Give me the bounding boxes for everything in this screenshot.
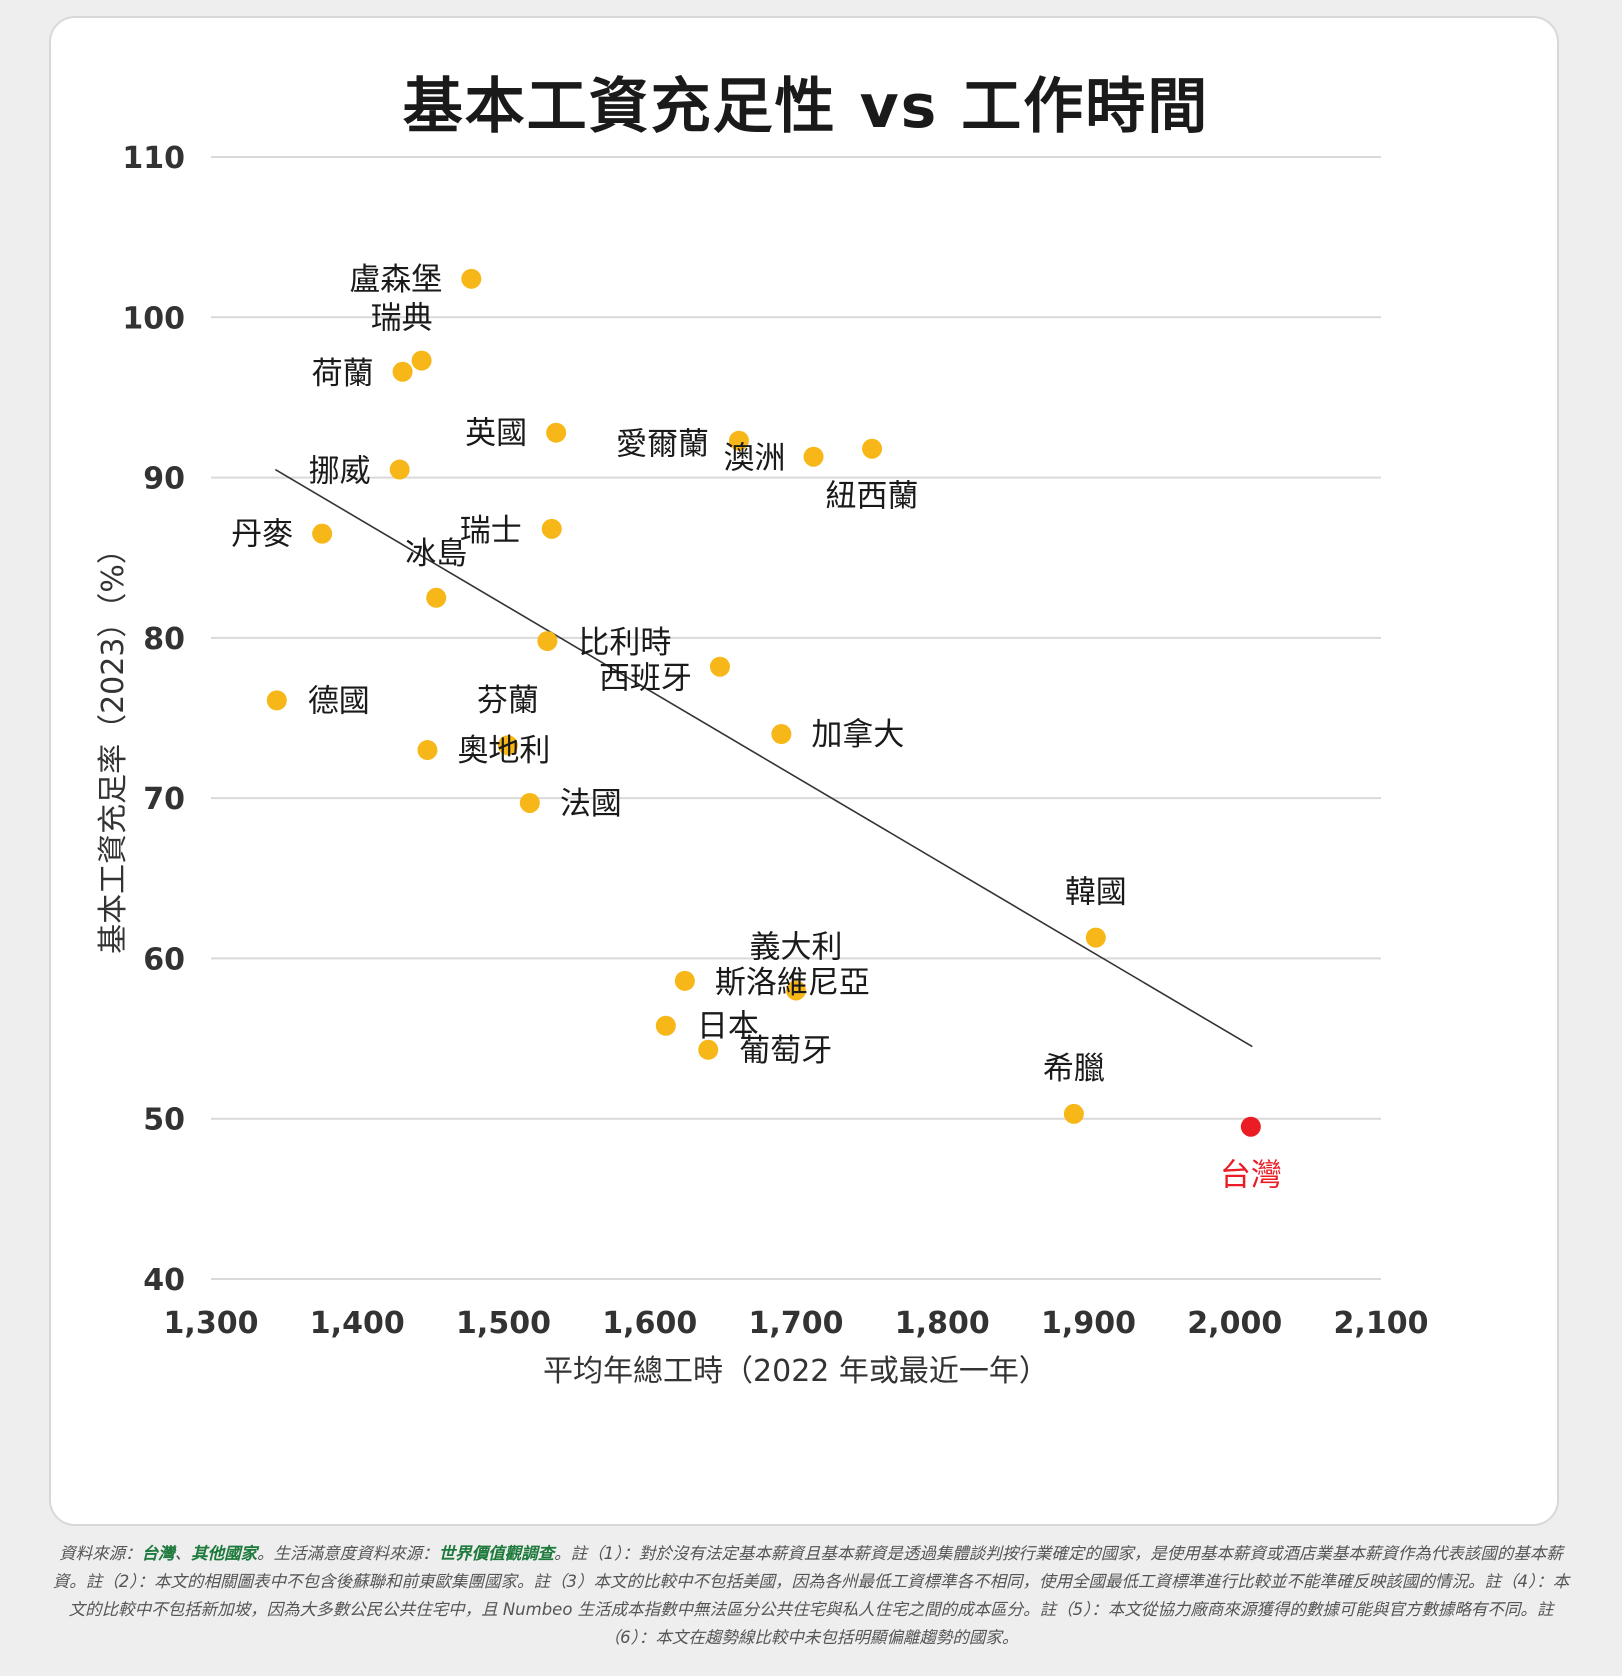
x-tick-label: 1,400 <box>310 1306 405 1341</box>
point-label: 冰島 <box>405 536 467 572</box>
point-label: 澳洲 <box>724 441 786 477</box>
point-label: 挪威 <box>309 454 371 490</box>
source-footnote: 資料來源：台灣、其他國家。生活滿意度資料來源：世界價值觀調查。註（1）：對於沒有… <box>50 1540 1572 1652</box>
x-tick-label: 2,100 <box>1334 1306 1429 1341</box>
y-axis-label: 基本工資充足率（2023）（%） <box>96 534 131 954</box>
data-point <box>392 361 413 382</box>
data-point <box>698 1039 719 1060</box>
data-point <box>426 587 447 608</box>
footnote-prefix: 資料來源： <box>59 1544 142 1563</box>
data-point <box>461 268 482 289</box>
x-tick-label: 1,500 <box>456 1306 551 1341</box>
y-tick-label: 90 <box>143 462 185 497</box>
footnote-notes: 。註（1）：對於沒有法定基本薪資且基本薪資是透過集體談判按行業確定的國家，是使用… <box>52 1544 1570 1647</box>
x-tick-label: 1,900 <box>1041 1306 1136 1341</box>
y-tick-label: 100 <box>122 301 185 336</box>
data-point <box>1063 1103 1084 1124</box>
y-tick-label: 110 <box>122 141 185 176</box>
chart-card: 基本工資充足性 vs 工作時間 盧森堡 瑞典荷蘭英國 愛爾蘭 澳洲紐西蘭 挪威 丹麥 瑞士冰… <box>49 16 1559 1526</box>
point-label: 瑞典 <box>371 301 433 337</box>
y-tick-label: 60 <box>143 942 185 977</box>
x-tick-label: 2,000 <box>1187 1306 1282 1341</box>
point-label: 瑞士 <box>460 513 522 549</box>
x-tick-label: 1,700 <box>749 1306 844 1341</box>
chart-title: 基本工資充足性 vs 工作時間 <box>402 72 1210 142</box>
data-point <box>546 422 567 443</box>
point-label: 丹麥 <box>231 517 293 553</box>
footnote-mid: 。生活滿意度資料來源： <box>257 1544 439 1563</box>
point-label: 葡萄牙 <box>739 1033 832 1069</box>
source-link-other-countries[interactable]: 其他國家 <box>191 1544 258 1563</box>
y-tick-label: 80 <box>143 622 185 657</box>
point-label: 法國 <box>560 786 622 822</box>
y-tick-label: 40 <box>143 1263 185 1298</box>
point-label: 斯洛維尼亞 <box>715 965 870 1001</box>
data-point <box>389 459 410 480</box>
data-point <box>312 523 333 544</box>
point-label: 台灣 <box>1220 1158 1282 1194</box>
data-point <box>862 438 883 459</box>
point-label: 希臘 <box>1043 1051 1105 1087</box>
data-point <box>803 446 824 467</box>
point-label: 義大利 <box>750 929 843 965</box>
point-label: 荷蘭 <box>312 356 374 392</box>
point-label: 盧森堡 <box>349 262 442 298</box>
point-label: 西班牙 <box>599 661 692 697</box>
x-tick-label: 1,300 <box>164 1306 259 1341</box>
data-point <box>519 792 540 813</box>
trend-line <box>274 468 1253 1048</box>
data-point <box>786 980 806 1001</box>
source-link-world-values-survey[interactable]: 世界價值觀調查 <box>438 1544 555 1563</box>
x-axis-label: 平均年總工時（2022 年或最近一年） <box>543 1354 1049 1389</box>
data-point <box>655 1015 676 1036</box>
point-label: 愛爾蘭 <box>616 427 709 463</box>
x-tick-label: 1,600 <box>602 1306 697 1341</box>
data-point <box>1085 927 1106 948</box>
point-label: 日本 <box>697 1009 759 1045</box>
footnote-sep: 、 <box>174 1544 192 1563</box>
point-label: 芬蘭 <box>477 683 539 719</box>
point-label: 加拿大 <box>811 717 904 753</box>
point-label: 德國 <box>308 683 370 719</box>
point-label: 紐西蘭 <box>826 479 919 515</box>
point-label: 比利時 <box>578 625 671 661</box>
data-point <box>709 656 730 677</box>
y-tick-label: 70 <box>143 782 185 817</box>
data-point-highlight <box>1240 1116 1261 1137</box>
data-point <box>674 970 695 991</box>
point-label: 英國 <box>465 416 527 452</box>
data-point <box>771 724 792 745</box>
data-point <box>411 350 432 371</box>
x-tick-label: 1,800 <box>895 1306 990 1341</box>
point-label: 韓國 <box>1065 875 1127 911</box>
data-point <box>266 690 287 711</box>
data-point <box>541 518 562 539</box>
data-point <box>497 735 518 756</box>
data-point <box>417 740 438 761</box>
data-point <box>537 631 558 652</box>
source-link-taiwan[interactable]: 台灣 <box>141 1544 175 1563</box>
data-point <box>728 430 749 451</box>
y-tick-label: 50 <box>143 1103 185 1138</box>
point-label: 奧地利 <box>457 733 550 769</box>
